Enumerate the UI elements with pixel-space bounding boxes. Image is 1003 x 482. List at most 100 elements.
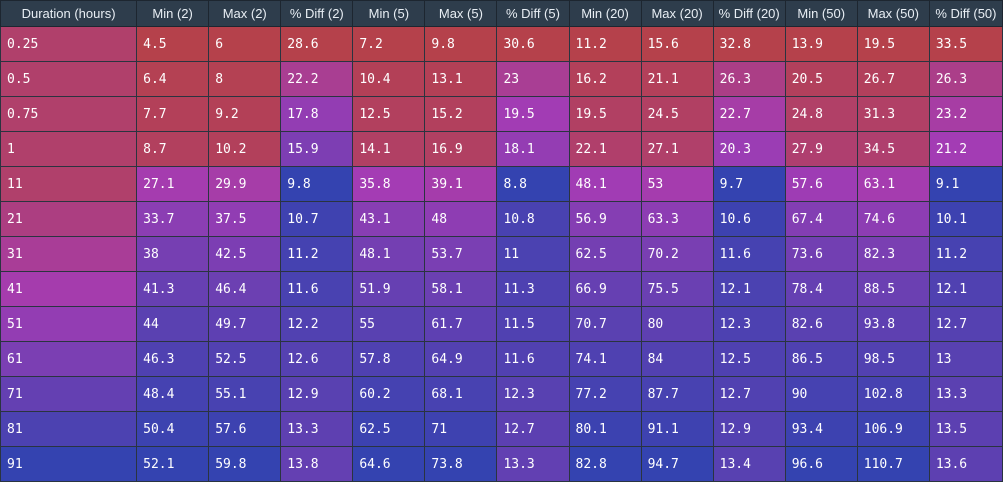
table-cell: 13.3 xyxy=(280,411,354,447)
table-cell: 62.5 xyxy=(568,236,642,272)
table-cell: 70.7 xyxy=(568,306,642,342)
table-cell: 82.3 xyxy=(856,236,930,272)
table-cell: 8.7 xyxy=(136,131,210,167)
table-cell: 20.3 xyxy=(712,131,786,167)
table-cell: 94.7 xyxy=(640,446,714,482)
table-cell: 71 xyxy=(424,411,498,447)
table-cell: 44 xyxy=(136,306,210,342)
table-cell: 56.9 xyxy=(568,201,642,237)
table-cell: 13.9 xyxy=(784,26,858,62)
table-cell: 27.1 xyxy=(136,166,210,202)
table-cell: 13.3 xyxy=(496,446,570,482)
table-cell: 12.9 xyxy=(712,411,786,447)
table-cell: 9.2 xyxy=(208,96,282,132)
table-cell: 88.5 xyxy=(856,271,930,307)
header-row: Duration (hours) Min (2) Max (2)% Diff (2)… xyxy=(0,0,1003,27)
table-cell: 14.1 xyxy=(352,131,426,167)
table-cell: 12.7 xyxy=(712,376,786,412)
column-header[interactable]: % Diff (2) xyxy=(280,0,354,27)
table-cell: 49.7 xyxy=(208,306,282,342)
table-cell: 51.9 xyxy=(352,271,426,307)
table-cell: 106.9 xyxy=(856,411,930,447)
column-header[interactable]: % Diff (50) xyxy=(928,0,1003,27)
column-header[interactable]: Max (20) xyxy=(640,0,714,27)
column-header[interactable]: Max (2) xyxy=(208,0,282,27)
table-cell: 93.4 xyxy=(784,411,858,447)
column-header[interactable]: Min (50) xyxy=(784,0,858,27)
table-cell: 62.5 xyxy=(352,411,426,447)
table-cell: 13.6 xyxy=(928,446,1003,482)
table-cell: 13.4 xyxy=(712,446,786,482)
column-header[interactable]: % Diff (20) xyxy=(712,0,786,27)
table-cell: 4.5 xyxy=(136,26,210,62)
column-header[interactable]: Max (50) xyxy=(856,0,930,27)
table-cell: 10.4 xyxy=(352,61,426,97)
table-cell: 12.5 xyxy=(352,96,426,132)
table-cell: 29.9 xyxy=(208,166,282,202)
table-cell: 23 xyxy=(496,61,570,97)
table-cell: 11.6 xyxy=(280,271,354,307)
table-cell: 55.1 xyxy=(208,376,282,412)
table-row: 0.5 6.4 8 22.2 10.4 13.1 23 16.2 21.1 26.3 20.5 26.… xyxy=(0,61,1003,97)
column-header[interactable]: Max (5) xyxy=(424,0,498,27)
table-cell: 17.8 xyxy=(280,96,354,132)
column-header[interactable]: Min (5) xyxy=(352,0,426,27)
table-cell: 51 xyxy=(0,306,138,342)
table-cell: 1 xyxy=(0,131,138,167)
table-cell: 48.4 xyxy=(136,376,210,412)
table-cell: 46.4 xyxy=(208,271,282,307)
table-row: 41 41.3 46.4 11.6 51.9 58.1 11.3 66.9 75.5 12.1 78… xyxy=(0,271,1003,307)
column-header[interactable]: Min (20) xyxy=(568,0,642,27)
table-cell: 12.1 xyxy=(712,271,786,307)
table-cell: 9.1 xyxy=(928,166,1003,202)
table-cell: 13.1 xyxy=(424,61,498,97)
table-cell: 46.3 xyxy=(136,341,210,377)
table-cell: 98.5 xyxy=(856,341,930,377)
table-cell: 11.5 xyxy=(496,306,570,342)
table-cell: 30.6 xyxy=(496,26,570,62)
column-header[interactable]: Min (2) xyxy=(136,0,210,27)
table-cell: 96.6 xyxy=(784,446,858,482)
table-cell: 110.7 xyxy=(856,446,930,482)
table-cell: 10.6 xyxy=(712,201,786,237)
table-cell: 71 xyxy=(0,376,138,412)
table-cell: 93.8 xyxy=(856,306,930,342)
table-cell: 80.1 xyxy=(568,411,642,447)
table-row: 61 46.3 52.5 12.6 57.8 64.9 11.6 74.1 84 12.5 86.5… xyxy=(0,341,1003,377)
table-cell: 16.2 xyxy=(568,61,642,97)
table-cell: 6 xyxy=(208,26,282,62)
table-cell: 12.7 xyxy=(928,306,1003,342)
table-cell: 82.8 xyxy=(568,446,642,482)
table-row: 21 33.7 37.5 10.7 43.1 48 10.8 56.9 63.3 10.6 67.4… xyxy=(0,201,1003,237)
table-cell: 19.5 xyxy=(568,96,642,132)
table-cell: 75.5 xyxy=(640,271,714,307)
table-cell: 12.9 xyxy=(280,376,354,412)
table-cell: 18.1 xyxy=(496,131,570,167)
table-cell: 8 xyxy=(208,61,282,97)
table-cell: 16.9 xyxy=(424,131,498,167)
table-cell: 21.2 xyxy=(928,131,1003,167)
table-cell: 48.1 xyxy=(568,166,642,202)
table-cell: 57.6 xyxy=(208,411,282,447)
table-cell: 8.8 xyxy=(496,166,570,202)
table-cell: 12.6 xyxy=(280,341,354,377)
table-row: 91 52.1 59.8 13.8 64.6 73.8 13.3 82.8 94.7 13.4 96… xyxy=(0,446,1003,482)
table-cell: 67.4 xyxy=(784,201,858,237)
table-cell: 15.9 xyxy=(280,131,354,167)
table-cell: 13 xyxy=(928,341,1003,377)
column-header[interactable]: % Diff (5) xyxy=(496,0,570,27)
table-cell: 91 xyxy=(0,446,138,482)
table-cell: 11 xyxy=(0,166,138,202)
table-cell: 64.9 xyxy=(424,341,498,377)
table-cell: 12.1 xyxy=(928,271,1003,307)
table-cell: 73.6 xyxy=(784,236,858,272)
table-cell: 66.9 xyxy=(568,271,642,307)
table-cell: 12.3 xyxy=(712,306,786,342)
table-cell: 86.5 xyxy=(784,341,858,377)
table-cell: 15.6 xyxy=(640,26,714,62)
table-row: 0.25 4.5 6 28.6 7.2 9.8 30.6 11.2 15.6 32.8 13.9 19… xyxy=(0,26,1003,62)
column-header[interactable]: Duration (hours) xyxy=(0,0,138,27)
table-cell: 19.5 xyxy=(856,26,930,62)
table-cell: 31 xyxy=(0,236,138,272)
